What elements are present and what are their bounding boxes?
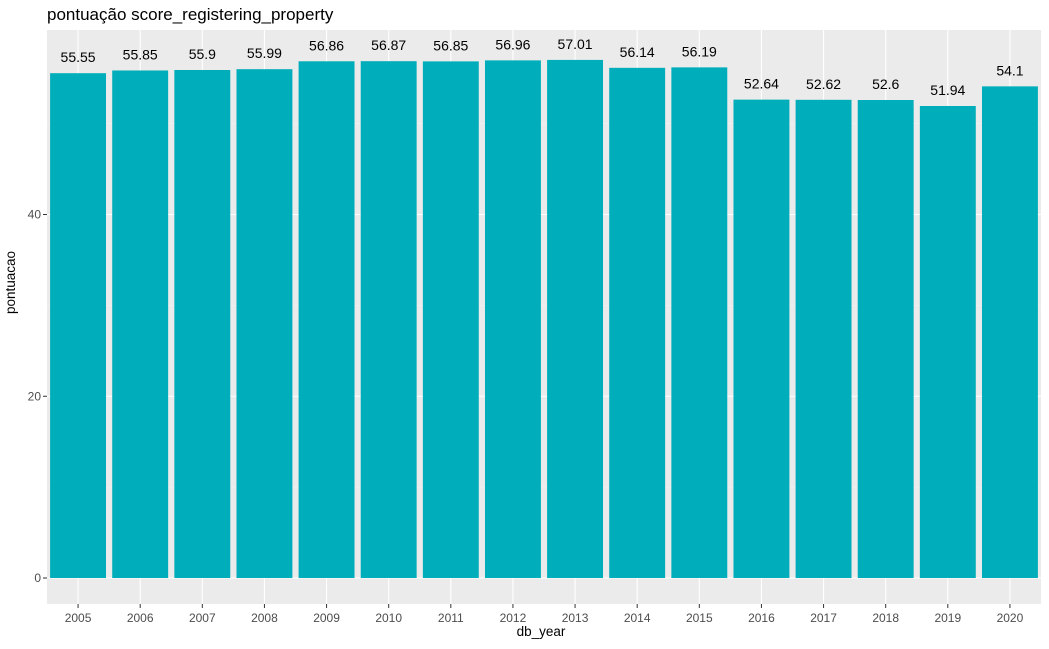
x-tick-label-2012: 2012 (500, 611, 527, 625)
chart-title: pontuação score_registering_property (47, 5, 334, 24)
data-label-2011: 56.85 (433, 37, 468, 53)
x-tick-label-2008: 2008 (251, 611, 278, 625)
bar-2014 (609, 67, 666, 578)
x-tick-label-2016: 2016 (748, 611, 775, 625)
data-label-2006: 55.85 (123, 46, 158, 62)
data-label-2008: 55.99 (247, 45, 282, 61)
bar-2007 (174, 70, 231, 578)
bar-2013 (547, 59, 604, 578)
y-tick-label: 0 (34, 571, 41, 585)
x-tick-label-2017: 2017 (810, 611, 837, 625)
data-label-2017: 52.62 (806, 76, 841, 92)
bar-2012 (484, 60, 541, 579)
bar-2005 (50, 73, 107, 578)
y-tick-label: 20 (28, 389, 42, 403)
bar-2010 (360, 61, 417, 579)
data-label-2005: 55.55 (61, 49, 96, 65)
x-tick-label-2006: 2006 (127, 611, 154, 625)
data-label-2014: 56.14 (620, 44, 655, 60)
bar-2019 (919, 105, 976, 579)
bar-2020 (981, 86, 1038, 579)
x-tick-label-2015: 2015 (686, 611, 713, 625)
x-tick-label-2014: 2014 (624, 611, 651, 625)
data-label-2018: 52.6 (872, 76, 899, 92)
x-tick-label-2013: 2013 (562, 611, 589, 625)
bar-2017 (795, 99, 852, 579)
x-tick-label-2020: 2020 (997, 611, 1024, 625)
data-label-2010: 56.87 (371, 37, 406, 53)
bar-2018 (857, 99, 914, 578)
bar-2015 (671, 67, 728, 578)
data-label-2015: 56.19 (682, 43, 717, 59)
x-axis-label: db_year (516, 624, 566, 639)
x-tick-label-2018: 2018 (872, 611, 899, 625)
data-label-2007: 55.9 (189, 46, 216, 62)
x-tick-label-2010: 2010 (375, 611, 402, 625)
x-tick-label-2011: 2011 (438, 611, 464, 625)
y-tick-label: 40 (28, 208, 42, 222)
x-tick-label-2005: 2005 (65, 611, 92, 625)
data-label-2020: 54.1 (996, 62, 1023, 78)
x-tick-label-2019: 2019 (934, 611, 961, 625)
data-label-2013: 57.01 (558, 36, 593, 52)
data-label-2009: 56.86 (309, 37, 344, 53)
data-label-2019: 51.94 (930, 82, 965, 98)
x-tick-label-2007: 2007 (189, 611, 216, 625)
data-label-2012: 56.96 (495, 36, 530, 52)
bar-2016 (733, 99, 790, 578)
bar-2006 (112, 70, 169, 578)
bar-2011 (422, 61, 479, 579)
data-label-2016: 52.64 (744, 76, 779, 92)
bar-2009 (298, 61, 355, 579)
bar-2008 (236, 69, 293, 579)
x-tick-label-2009: 2009 (313, 611, 340, 625)
